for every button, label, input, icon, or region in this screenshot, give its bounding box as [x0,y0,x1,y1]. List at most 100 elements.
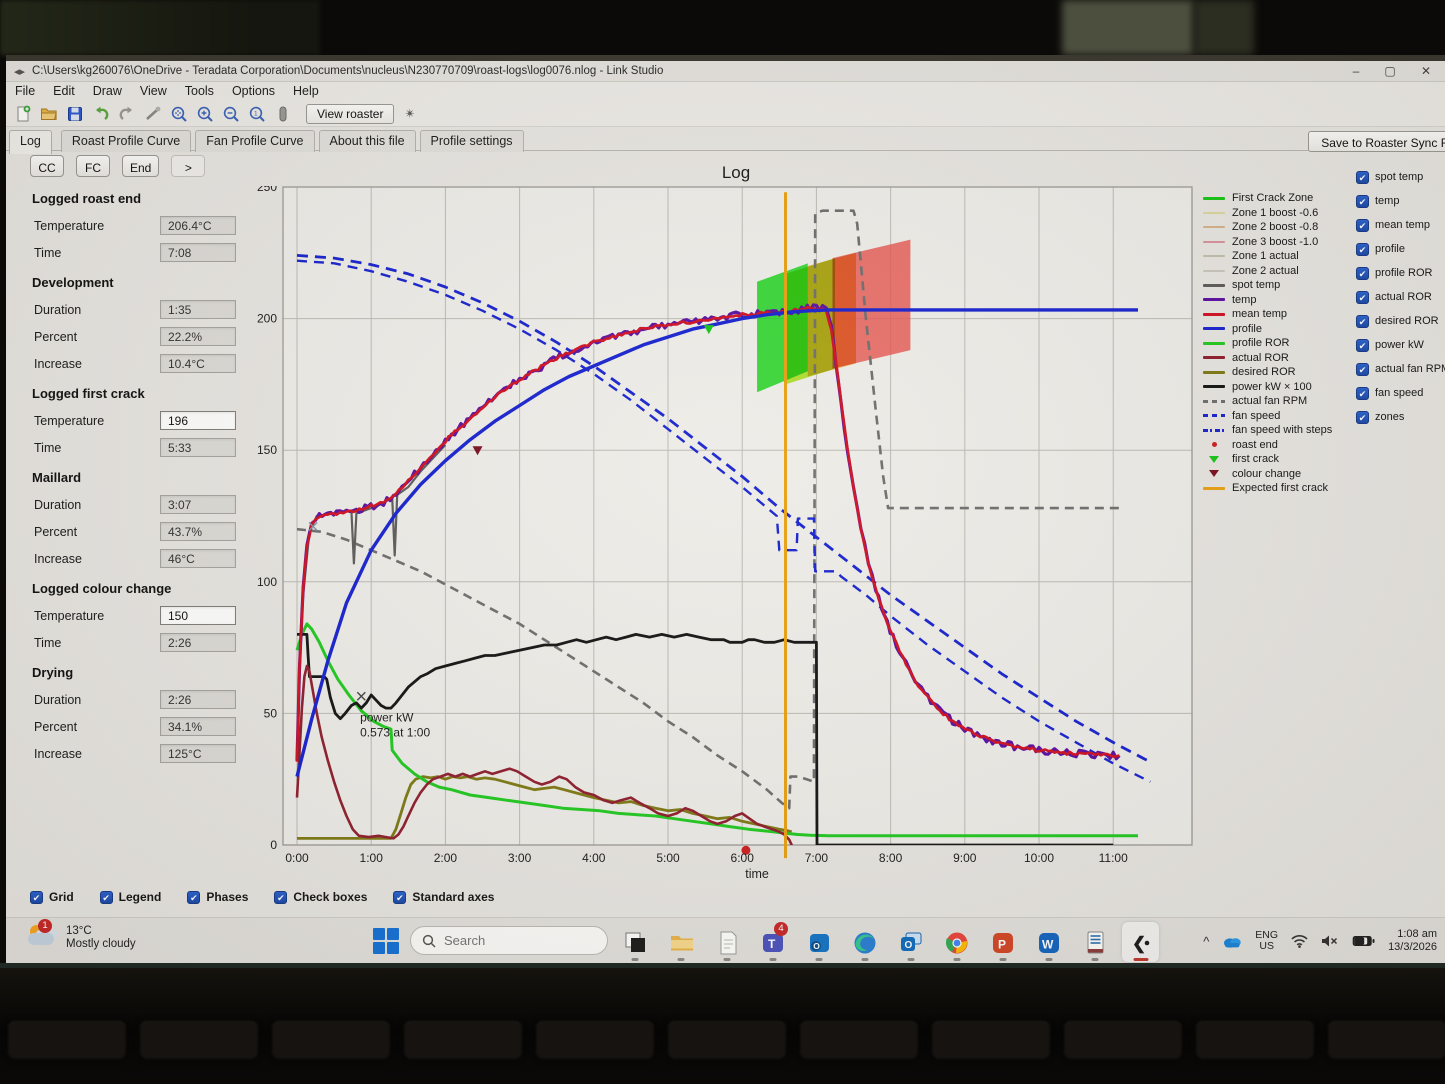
chrome-icon [945,932,967,953]
legend-swatch [1202,399,1226,403]
taskbar-icon-word[interactable]: W [1030,922,1067,962]
clock-widget[interactable]: 1:08 am 13/3/2026 [1388,928,1437,955]
running-indicator [677,958,684,961]
tab-log[interactable]: Log [9,130,52,154]
usb-button[interactable] [272,103,294,124]
start-button[interactable] [372,927,400,955]
taskbar-icon-powerpoint[interactable]: P [984,922,1021,962]
save-to-roaster-sync-button[interactable]: Save to Roaster Sync Folder [1308,131,1445,152]
language-indicator[interactable]: ENG US [1255,930,1278,952]
series-toggle-desired-ror[interactable]: ✔ desired ROR [1356,309,1445,333]
field-value-time[interactable]: 2:26 [160,633,236,652]
mark-button-next[interactable]: > [171,155,206,177]
tab-roast-profile-curve[interactable]: Roast Profile Curve [60,130,192,152]
checkbox-label: Phases [206,890,249,904]
field-value-increase[interactable]: 46°C [160,549,236,568]
probe-tool-button[interactable] [142,103,164,124]
taskbar-icon-notepad[interactable] [708,922,745,962]
series-toggle-actual-fan-rpm[interactable]: ✔ actual fan RPM [1356,357,1445,381]
series-toggle-actual-ror[interactable]: ✔ actual ROR [1356,285,1445,309]
menu-help[interactable]: Help [293,84,319,98]
keyboard-key [140,1021,258,1059]
series-toggle-zones[interactable]: ✔ zones [1356,405,1445,429]
log-chart[interactable]: power kW0.573 at 1:00 0:00 1:00 2:00 3:00 4:0… [250,186,1200,886]
field-value-percent[interactable]: 43.7% [160,522,236,541]
field-value-temperature[interactable]: 150 [160,606,236,625]
taskbar-search[interactable] [410,926,608,955]
taskbar-icon-task-view[interactable] [616,922,653,962]
series-toggle-mean-temp[interactable]: ✔ mean temp [1356,213,1445,237]
taskbar-icon-file-explorer[interactable] [662,922,699,962]
new-file-button[interactable] [12,103,34,124]
series-toggle-power-kw[interactable]: ✔ power kW [1356,333,1445,357]
zoom-100-button[interactable]: 1 [246,103,268,124]
redo-button[interactable] [116,103,138,124]
field-value-percent[interactable]: 22.2% [160,327,236,346]
field-value-duration[interactable]: 2:26 [160,690,236,709]
tray-chevron-icon[interactable]: ^ [1203,933,1210,949]
field-value-increase[interactable]: 125°C [160,744,236,763]
option-toggle-check-boxes[interactable]: ✔ Check boxes [274,888,367,906]
menu-draw[interactable]: Draw [92,84,122,98]
taskbar-icon-notes[interactable] [1076,922,1113,962]
field-value-temperature[interactable]: 206.4°C [160,216,236,235]
mark-button-end[interactable]: End [122,155,160,177]
search-input[interactable] [444,933,574,948]
legend-label: actual fan RPM [1232,395,1308,408]
series-toggle-spot-temp[interactable]: ✔ spot temp [1356,165,1445,189]
weather-widget[interactable]: 1 13°C Mostly cloudy [28,919,136,953]
zoom-out-button[interactable] [220,103,242,124]
series-toggle-temp[interactable]: ✔ temp [1356,189,1445,213]
menu-edit[interactable]: Edit [53,84,75,98]
series-toggle-profile[interactable]: ✔ profile [1356,237,1445,261]
taskbar-icon-outlook[interactable]: O [892,922,929,962]
annotation-cross [356,691,366,701]
zoom-fit-button[interactable] [168,103,190,124]
field-value-increase[interactable]: 10.4°C [160,354,236,373]
close-button[interactable]: ✕ [1420,64,1432,78]
option-toggle-legend[interactable]: ✔ Legend [99,888,161,906]
y-tick-label: 50 [264,706,278,720]
svg-text:T: T [768,937,776,951]
tab-about-this-file[interactable]: About this file [318,130,416,152]
tab-profile-settings[interactable]: Profile settings [419,130,524,152]
wifi-icon[interactable] [1291,934,1308,948]
menu-tools[interactable]: Tools [184,84,214,98]
minimize-button[interactable]: – [1352,64,1360,78]
option-toggle-standard-axes[interactable]: ✔ Standard axes [393,888,494,906]
field-label: Percent [34,524,78,539]
volume-muted-icon[interactable] [1321,934,1339,948]
keyboard-key [1064,1021,1182,1059]
view-roaster-button[interactable]: View roaster [306,103,395,124]
save-button[interactable] [64,103,86,124]
onedrive-icon[interactable] [1222,935,1242,948]
zoom-in-button[interactable] [194,103,216,124]
field-value-percent[interactable]: 34.1% [160,717,236,736]
annotation-line2: 0.573 at 1:00 [360,725,430,739]
taskbar-icon-edge[interactable] [846,922,883,962]
menu-options[interactable]: Options [231,84,276,98]
taskbar-icon-chrome[interactable] [938,922,975,962]
option-toggle-grid[interactable]: ✔ Grid [30,888,74,906]
taskbar-icon-link-studio[interactable]: ❮ [1122,922,1159,962]
open-folder-button[interactable] [38,103,60,124]
mark-button-fc[interactable]: FC [76,155,110,177]
battery-icon[interactable] [1352,935,1375,947]
option-toggle-phases[interactable]: ✔ Phases [187,888,248,906]
undo-button[interactable] [90,103,112,124]
field-value-time[interactable]: 5:33 [160,438,236,457]
taskbar-icon-mail[interactable]: O [800,922,837,962]
field-value-time[interactable]: 7:08 [160,243,236,262]
menu-view[interactable]: View [139,84,167,98]
maximize-button[interactable]: ▢ [1384,64,1396,78]
series-toggle-fan-speed[interactable]: ✔ fan speed [1356,381,1445,405]
field-value-duration[interactable]: 1:35 [160,300,236,319]
field-value-temperature[interactable]: 196 [160,411,236,430]
series-toggle-profile-ror[interactable]: ✔ profile ROR [1356,261,1445,285]
mark-button-cc[interactable]: CC [30,155,64,177]
field-value-duration[interactable]: 3:07 [160,495,236,514]
tab-fan-profile-curve[interactable]: Fan Profile Curve [195,130,315,152]
notepad-icon [720,931,736,954]
menu-file[interactable]: File [15,84,36,98]
